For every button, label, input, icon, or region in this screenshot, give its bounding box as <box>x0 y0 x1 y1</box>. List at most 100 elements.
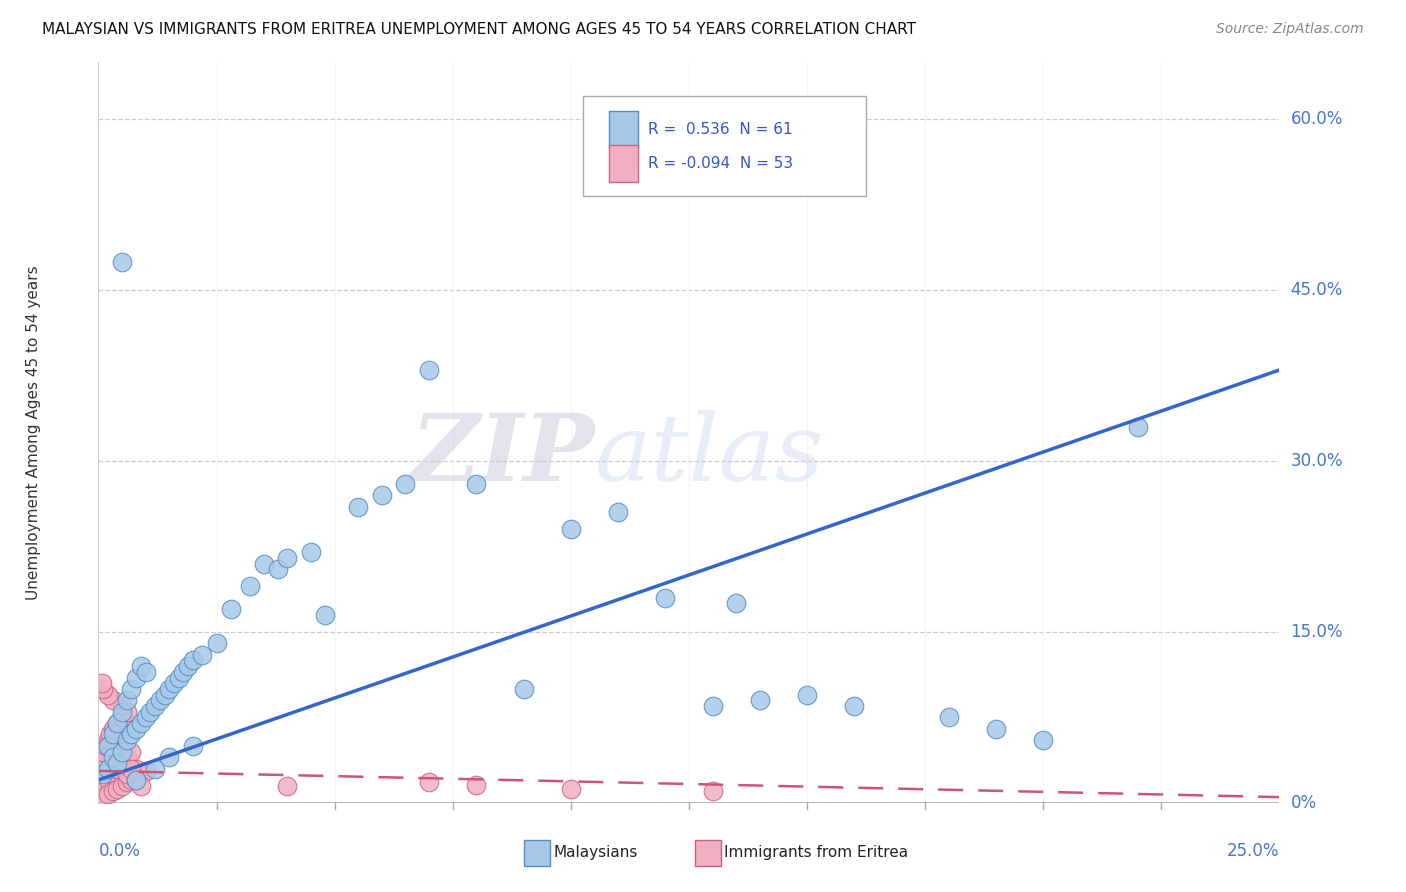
Point <box>607 505 630 519</box>
Point <box>98 745 121 759</box>
Point <box>97 688 120 702</box>
Point <box>91 779 114 793</box>
Text: 60.0%: 60.0% <box>1291 111 1343 128</box>
Point <box>172 665 194 679</box>
Point <box>121 727 143 741</box>
Point <box>111 705 134 719</box>
Point <box>125 671 148 685</box>
Point <box>91 767 114 781</box>
Bar <box>695 840 721 866</box>
Point <box>94 739 117 753</box>
Point <box>143 698 166 713</box>
Point <box>91 790 114 805</box>
Point <box>121 767 143 781</box>
Text: 0%: 0% <box>1291 794 1316 812</box>
Point <box>654 591 676 605</box>
Point <box>125 771 148 785</box>
Point <box>181 653 204 667</box>
Point <box>111 745 134 759</box>
Point <box>135 710 157 724</box>
Point <box>111 722 134 736</box>
Point <box>121 762 143 776</box>
Point <box>90 750 112 764</box>
Point <box>121 772 143 787</box>
Point <box>105 716 128 731</box>
Point <box>191 648 214 662</box>
Text: Malaysians: Malaysians <box>553 845 637 860</box>
Point <box>125 762 148 776</box>
Text: 0.0%: 0.0% <box>98 842 141 860</box>
Point <box>101 739 124 753</box>
Bar <box>523 840 550 866</box>
Point <box>105 716 128 731</box>
Bar <box>609 111 638 147</box>
Text: 30.0%: 30.0% <box>1291 452 1343 470</box>
Point <box>394 476 416 491</box>
Text: R =  0.536  N = 61: R = 0.536 N = 61 <box>648 121 792 136</box>
Point <box>101 693 124 707</box>
Point <box>702 698 724 713</box>
Point <box>125 722 148 736</box>
Point <box>157 681 180 696</box>
Point <box>129 716 152 731</box>
Point <box>219 602 242 616</box>
Point <box>115 767 138 781</box>
Point <box>167 671 190 685</box>
Point <box>94 756 117 770</box>
Point <box>1126 420 1149 434</box>
Text: Immigrants from Eritrea: Immigrants from Eritrea <box>724 845 908 860</box>
Point <box>129 659 152 673</box>
Point <box>125 772 148 787</box>
Point <box>101 722 124 736</box>
Point <box>115 705 138 719</box>
Point <box>276 550 298 565</box>
Point <box>91 745 114 759</box>
Point <box>97 762 120 776</box>
Point <box>512 681 534 696</box>
Point <box>90 767 112 781</box>
Point <box>129 779 152 793</box>
Point <box>115 716 138 731</box>
Point <box>91 681 114 696</box>
Point <box>748 693 770 707</box>
Point <box>796 688 818 702</box>
Point <box>465 476 488 491</box>
Point <box>97 733 120 747</box>
Point <box>299 545 322 559</box>
Point <box>984 722 1007 736</box>
Point <box>97 750 120 764</box>
Point <box>111 710 134 724</box>
Point <box>125 772 148 787</box>
Point <box>938 710 960 724</box>
Point <box>239 579 262 593</box>
Point <box>1032 733 1054 747</box>
Point <box>101 784 124 798</box>
Point <box>101 727 124 741</box>
Text: 25.0%: 25.0% <box>1227 842 1279 860</box>
Point <box>418 363 440 377</box>
Point <box>105 782 128 797</box>
Point <box>101 767 124 781</box>
Point <box>418 775 440 789</box>
Point <box>177 659 200 673</box>
Point <box>111 698 134 713</box>
Point <box>111 756 134 770</box>
Point <box>347 500 370 514</box>
Point <box>276 779 298 793</box>
Text: Unemployment Among Ages 45 to 54 years: Unemployment Among Ages 45 to 54 years <box>25 265 41 600</box>
Text: 15.0%: 15.0% <box>1291 623 1343 641</box>
Point <box>115 693 138 707</box>
Point <box>115 733 138 747</box>
Point <box>111 254 134 268</box>
Point <box>560 523 582 537</box>
Point <box>181 739 204 753</box>
Point <box>91 676 114 690</box>
Point <box>253 557 276 571</box>
Point <box>844 698 866 713</box>
Point <box>560 782 582 797</box>
Point <box>125 772 148 787</box>
Point <box>163 676 186 690</box>
Point <box>157 750 180 764</box>
Point <box>98 727 121 741</box>
Point <box>702 784 724 798</box>
